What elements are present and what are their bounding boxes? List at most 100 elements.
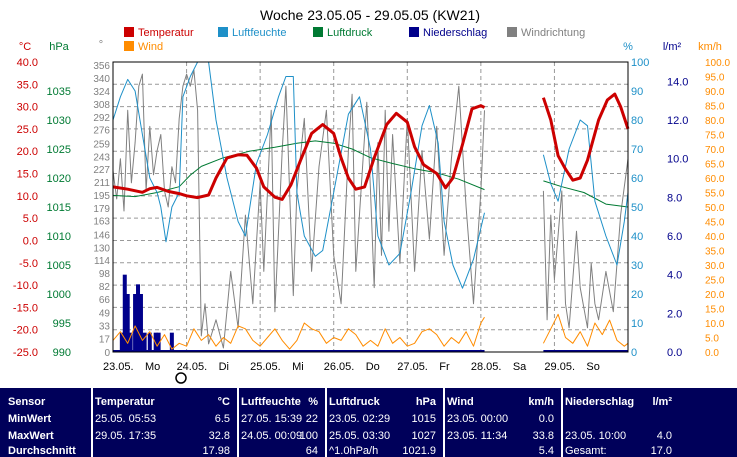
tick-pressure-4: 1015: [47, 202, 71, 214]
tick-rain-7: 0.0: [667, 347, 682, 359]
row-1-rain-time: 23.05. 10:00: [565, 430, 627, 442]
tick-humidity-7: 30: [631, 260, 643, 272]
tick-direction-5: 276: [93, 126, 110, 137]
table-separator-4: [561, 388, 563, 457]
x-date-6: 29.05.: [544, 361, 575, 373]
tick-direction-2: 324: [93, 87, 110, 98]
axis-unit-humidity: %: [623, 41, 633, 53]
tick-direction-18: 66: [99, 295, 111, 306]
row-0-wind-time: 23.05. 00:00: [447, 413, 509, 425]
axis-unit-temperature: °C: [19, 41, 31, 53]
rain-bar-5: [136, 284, 141, 352]
header-wind-unit: km/h: [528, 396, 554, 408]
legend-swatch-3: [313, 27, 323, 37]
tick-wind-15: 25.0: [705, 276, 725, 287]
tick-temperature-8: 0.0: [23, 235, 38, 247]
table-separator-2: [325, 388, 327, 457]
series-luftfeuchte-0: [112, 61, 485, 289]
x-date-2: 25.05.: [250, 361, 281, 373]
x-weekday-2: Mi: [292, 361, 304, 373]
legend-swatch-2: [218, 27, 228, 37]
tick-direction-17: 82: [99, 282, 111, 293]
tick-pressure-9: 990: [53, 347, 71, 359]
row-1-hum-value: 100: [299, 430, 318, 442]
plot-frame: [112, 61, 629, 353]
row-0-hum-time: 27.05. 15:39: [241, 413, 303, 425]
legend-swatch-5: [507, 27, 517, 37]
tick-pressure-6: 1005: [47, 260, 71, 272]
tick-rain-3: 8.0: [667, 192, 682, 204]
time-marker: [175, 372, 187, 384]
tick-temperature-3: 25.0: [17, 124, 38, 136]
series-windrichtung-1: [542, 158, 629, 329]
legend-swatch-1: [124, 41, 134, 51]
tick-wind-10: 50.0: [705, 203, 725, 214]
row-2-wind-value: 5.4: [538, 445, 554, 457]
tick-wind-11: 45.0: [705, 218, 725, 229]
legend-label-0: Temperatur: [138, 27, 194, 39]
tick-direction-11: 179: [93, 204, 110, 215]
tick-pressure-1: 1030: [47, 115, 71, 127]
series-temperatur-0: [112, 104, 486, 201]
table-separator-0: [91, 388, 93, 457]
tick-temperature-9: -5.0: [19, 258, 38, 270]
header-hum: Luftfeuchte: [241, 396, 301, 408]
tick-temperature-4: 20.0: [17, 146, 38, 158]
rain-bar-3: [128, 332, 133, 352]
tick-pressure-8: 995: [53, 318, 71, 330]
row-2-press-time: ^1.0hPa/h: [329, 445, 379, 457]
legend-label-4: Niederschlag: [423, 27, 487, 39]
tick-temperature-11: -15.0: [13, 302, 38, 314]
tick-wind-9: 55.0: [705, 189, 725, 200]
tick-wind-19: 5.0: [705, 334, 719, 345]
legend-swatch-0: [124, 27, 134, 37]
header-temp-unit: °C: [217, 396, 230, 408]
tick-direction-16: 98: [99, 269, 111, 280]
tick-pressure-5: 1010: [47, 231, 71, 243]
series-luftdruck-1: [543, 180, 629, 208]
header-press-unit: hPa: [415, 396, 436, 408]
tick-direction-8: 227: [93, 165, 110, 176]
tick-humidity-1: 90: [631, 86, 643, 98]
row-2-rain-time: Gesamt:: [565, 445, 607, 457]
axis-unit-direction: °: [99, 39, 103, 51]
row-0-wind-value: 0.0: [538, 413, 554, 425]
row-label-2: Durchschnitt: [8, 445, 76, 457]
tick-direction-19: 49: [99, 309, 111, 320]
row-2-rain-value: 17.0: [650, 445, 672, 457]
tick-direction-12: 163: [93, 217, 110, 228]
row-0-temp-value: 6.5: [214, 413, 230, 425]
row-1-press-time: 25.05. 03:30: [329, 430, 391, 442]
row-2-press-value: 1021.9: [402, 445, 436, 457]
tick-direction-1: 340: [93, 74, 110, 85]
tick-wind-12: 40.0: [705, 232, 725, 243]
header-rain: Niederschlag: [565, 396, 635, 408]
tick-rain-5: 4.0: [667, 270, 682, 282]
tick-humidity-10: 0: [631, 347, 637, 359]
x-weekday-4: Fr: [439, 361, 450, 373]
tick-rain-0: 14.0: [667, 76, 688, 88]
axis-unit-pressure: hPa: [49, 41, 69, 53]
tick-humidity-8: 20: [631, 289, 643, 301]
x-date-0: 23.05.: [103, 361, 134, 373]
row-0-press-value: 1015: [411, 413, 436, 425]
tick-pressure-0: 1035: [47, 86, 71, 98]
header-sensor: Sensor: [8, 396, 46, 408]
axis-unit-labels: °C hPa °% l/m² km/h: [19, 39, 722, 53]
tick-humidity-6: 40: [631, 231, 643, 243]
row-1-rain-value: 4.0: [656, 430, 672, 442]
tick-wind-16: 20.0: [705, 290, 725, 301]
x-date-4: 27.05.: [397, 361, 428, 373]
x-date-1: 24.05.: [177, 361, 208, 373]
axis-unit-wind: km/h: [698, 41, 722, 53]
rain-bar-10: [156, 332, 161, 352]
tick-temperature-0: 40.0: [17, 57, 38, 69]
x-weekday-3: Do: [366, 361, 380, 373]
header-temp: Temperatur: [95, 396, 155, 408]
tick-temperature-1: 35.0: [17, 79, 38, 91]
legend-label-2: Luftfeuchte: [232, 27, 286, 39]
tick-temperature-10: -10.0: [13, 280, 38, 292]
series-luftfeuchte-1: [542, 119, 629, 266]
tick-direction-7: 243: [93, 152, 110, 163]
grid: [113, 62, 628, 352]
